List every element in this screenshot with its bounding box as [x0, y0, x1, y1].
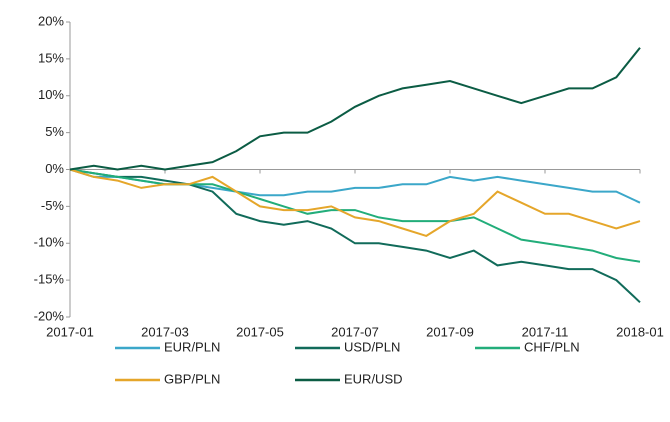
x-tick-label: 2017-11: [522, 324, 569, 339]
x-tick-label: 2017-01: [46, 324, 94, 339]
legend-label: CHF/PLN: [524, 339, 580, 354]
x-tick-label: 2017-03: [141, 324, 189, 339]
y-tick-label: 0%: [45, 161, 64, 176]
x-tick-label: 2017-05: [236, 324, 284, 339]
series-line: [69, 47, 641, 171]
series-line: [69, 168, 641, 237]
y-tick-label: 15%: [38, 50, 64, 65]
y-tick-label: 20%: [38, 13, 64, 28]
y-tick-label: 5%: [45, 124, 64, 139]
y-tick-label: -20%: [34, 308, 65, 323]
series-line: [69, 168, 641, 304]
series-line: [69, 168, 641, 263]
y-tick-label: -10%: [34, 235, 65, 250]
x-tick-label: 2017-09: [426, 324, 474, 339]
legend-label: GBP/PLN: [164, 371, 220, 386]
y-tick-label: -15%: [34, 272, 65, 287]
legend-label: EUR/USD: [344, 371, 403, 386]
x-tick-label: 2018-01: [616, 324, 664, 339]
x-tick-label: 2017-07: [331, 324, 379, 339]
y-tick-label: -5%: [41, 198, 65, 213]
legend-label: EUR/PLN: [164, 339, 220, 354]
legend-label: USD/PLN: [344, 339, 400, 354]
y-tick-label: 10%: [38, 87, 64, 102]
